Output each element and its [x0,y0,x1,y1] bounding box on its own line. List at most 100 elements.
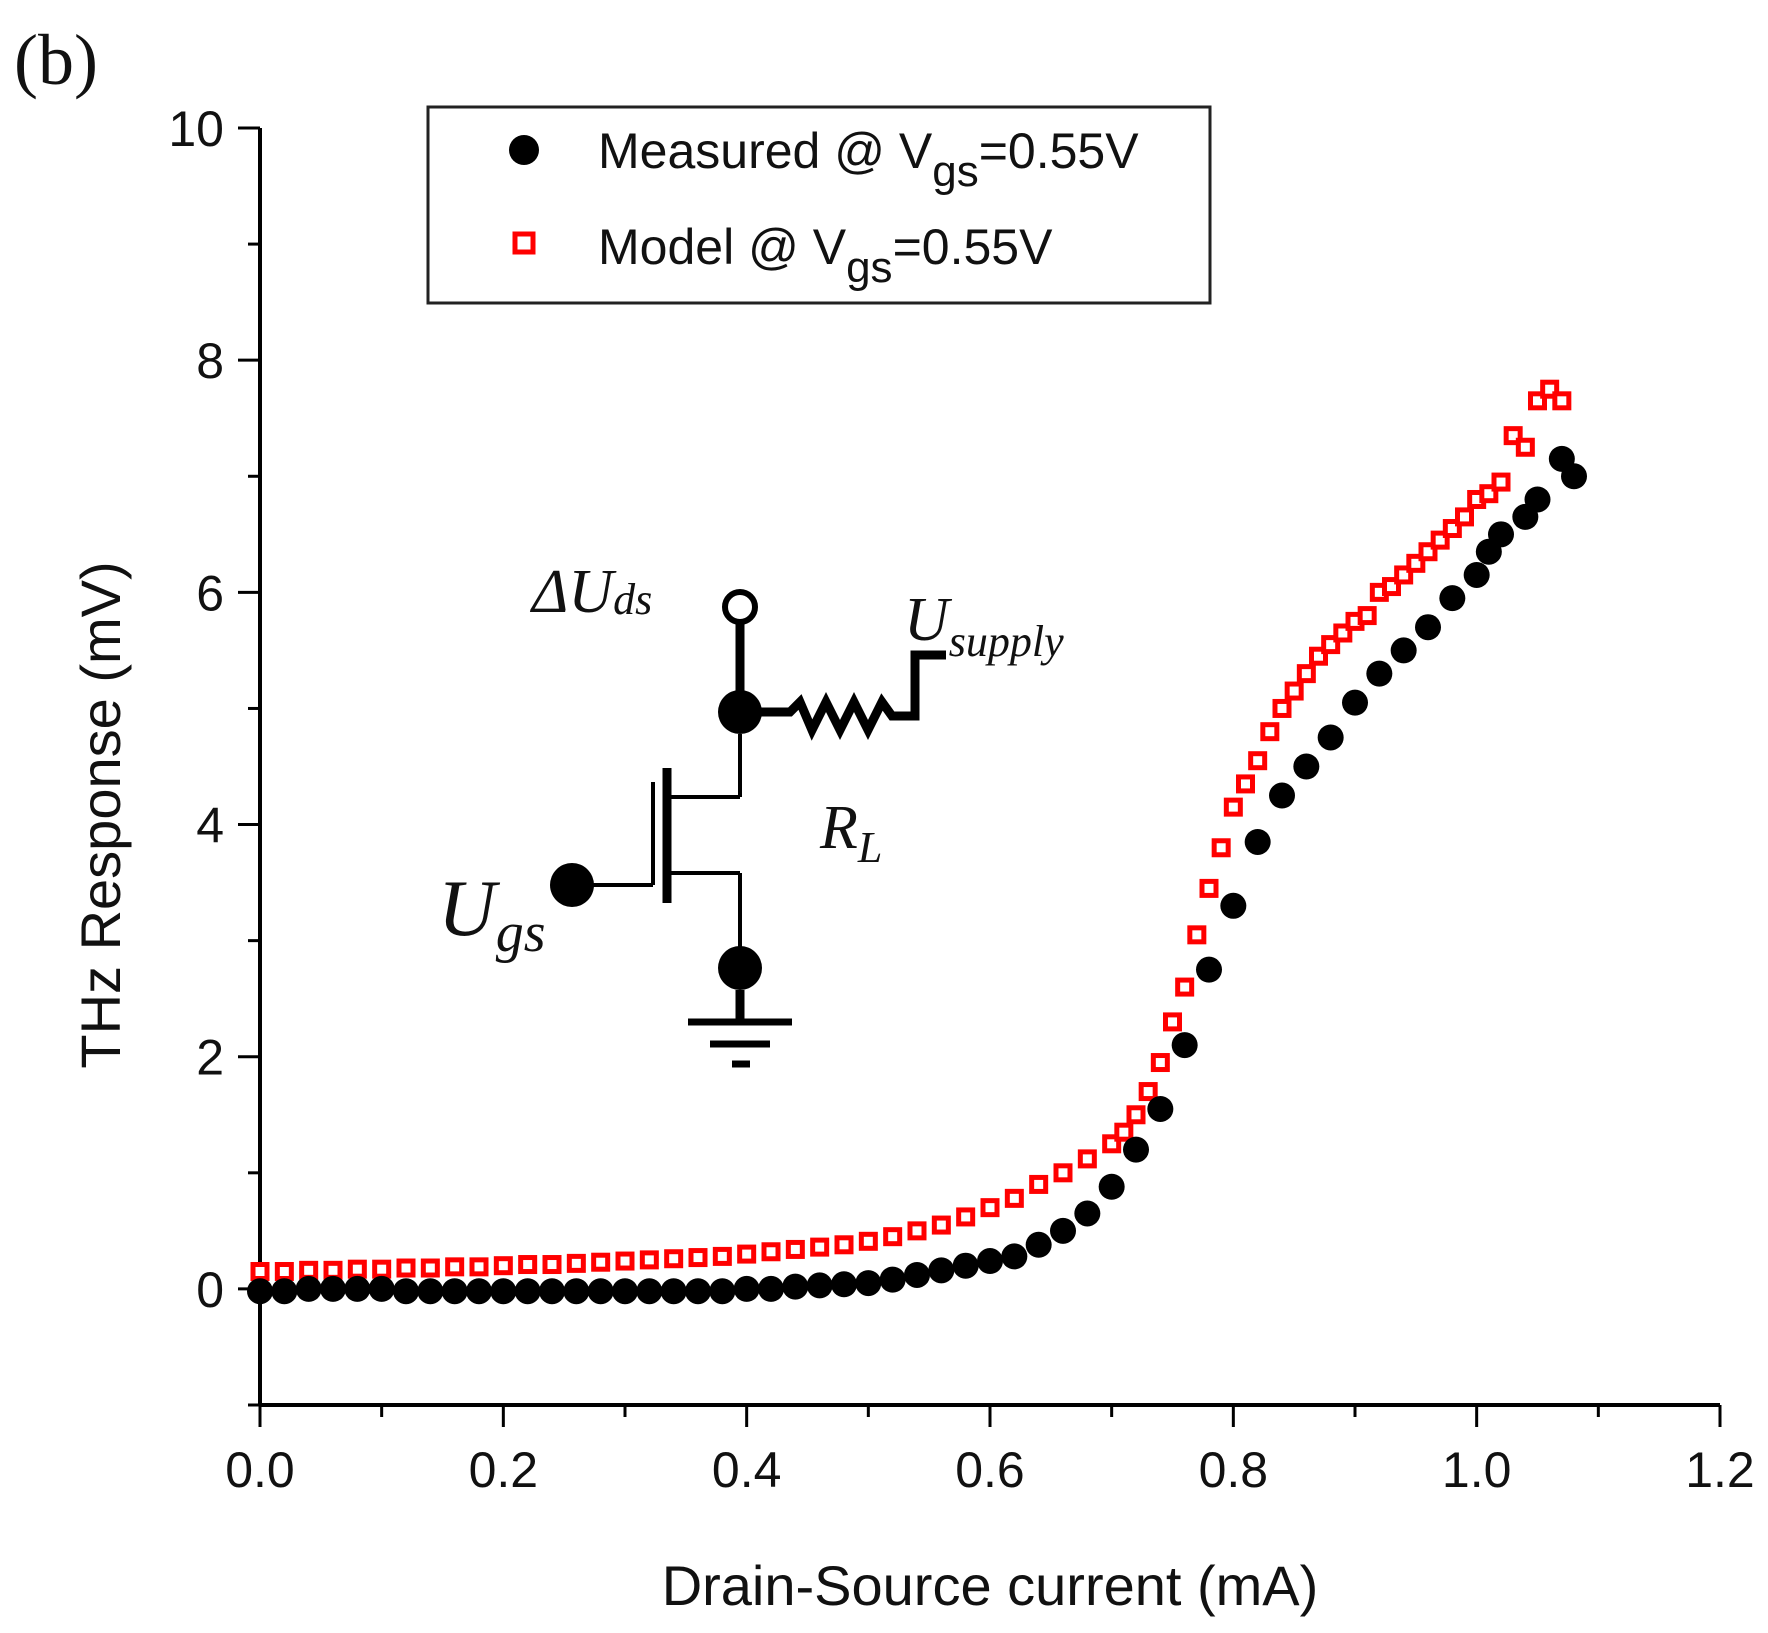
model-point [1187,925,1207,945]
measured-point [1123,1136,1149,1163]
measured-point [1098,1173,1125,1200]
measured-point [855,1270,882,1297]
measured-point [685,1278,711,1305]
measured-point [1269,782,1295,809]
y-tick-label: 10 [168,101,224,157]
model-point [1455,507,1474,527]
inset-circuit [550,589,946,1068]
y-tick-label: 2 [196,1030,224,1086]
legend-marker-model [512,231,536,255]
model-point [1236,774,1255,794]
model-point [639,1250,659,1270]
x-tick-label: 0.0 [225,1442,295,1498]
model-point [566,1253,586,1273]
measured-point [612,1278,638,1305]
model-point [420,1258,440,1278]
measured-point [320,1275,346,1302]
model-point [1296,664,1316,684]
model-point [396,1258,416,1278]
measured-point [782,1273,809,1300]
model-point [785,1239,805,1259]
circuit-label-rl: RL [819,794,882,872]
measured-point [514,1278,541,1305]
measured-point [806,1272,833,1299]
measured-point [1561,463,1587,490]
measured-point [1147,1095,1174,1122]
measured-point [904,1261,930,1288]
measured-point [758,1275,784,1302]
source-node [718,946,762,990]
legend-label-measured: Measured @ Vgs=0.55V [598,123,1139,196]
measured-point [1342,689,1368,716]
measured-point [1317,724,1344,751]
y-tick-label: 4 [196,798,224,854]
circuit-label-delta-uds: ΔUds [529,558,652,626]
measured-point [1220,892,1247,919]
model-point [323,1260,343,1280]
model-point [1077,1149,1097,1169]
measured-point [1244,828,1271,855]
y-tick-label: 6 [196,565,224,621]
legend: Measured @ Vgs=0.55V Model @ Vgs=0.55V [426,105,1212,305]
measured-point [831,1271,857,1298]
measured-point [1439,585,1466,612]
model-point [1029,1174,1049,1194]
measured-point [490,1278,517,1305]
model-point [445,1257,465,1277]
measured-point [1050,1217,1076,1244]
model-point [1491,472,1511,492]
model-point [688,1248,708,1268]
series-model [250,379,1572,1281]
model-point [1284,681,1304,701]
model-point [810,1237,830,1257]
panel-label: (b) [14,20,98,100]
measured-point [1025,1231,1052,1258]
model-point [858,1231,878,1251]
measured-point [368,1275,395,1302]
measured-point [952,1252,979,1279]
model-point [1199,878,1219,898]
model-point [1552,391,1572,411]
series-measured [247,445,1587,1305]
model-point [664,1249,684,1269]
x-axis-label: Drain-Source current (mA) [662,1554,1319,1617]
model-point [542,1255,562,1275]
measured-point [393,1278,419,1305]
model-point [1248,751,1268,771]
axes [238,126,1722,1427]
model-point [615,1251,635,1271]
measured-point [466,1278,492,1305]
measured-point [1074,1200,1101,1227]
y-axis-label: THz Response (mV) [69,561,132,1068]
circuit-label-ugs: Ugs [438,865,546,964]
model-point [1053,1163,1073,1183]
measured-point [660,1278,687,1305]
model-point [469,1257,489,1277]
load-resistor [740,650,946,741]
x-tick-label: 1.0 [1442,1442,1512,1498]
model-point [372,1259,392,1279]
measured-point [1293,753,1320,780]
measured-point [247,1278,273,1305]
model-point [980,1198,1000,1218]
x-tick-label: 0.2 [469,1442,539,1498]
measured-point [563,1278,590,1305]
measured-point [587,1278,614,1305]
circuit-label-usupply: Usupply [904,586,1064,666]
x-tick-label: 0.8 [1199,1442,1269,1498]
model-point [1515,437,1535,457]
gate-terminal [550,863,594,907]
model-point [1138,1082,1158,1102]
model-point [1211,838,1231,858]
measured-point [1171,1032,1198,1059]
model-point [274,1261,294,1281]
measured-point [271,1278,298,1305]
model-point [761,1242,781,1262]
model-point [1272,698,1292,718]
model-point [347,1259,367,1279]
model-point [1357,606,1377,626]
measured-point [1001,1243,1028,1270]
legend-label-model: Model @ Vgs=0.55V [598,219,1053,292]
x-tick-label: 0.4 [712,1442,782,1498]
